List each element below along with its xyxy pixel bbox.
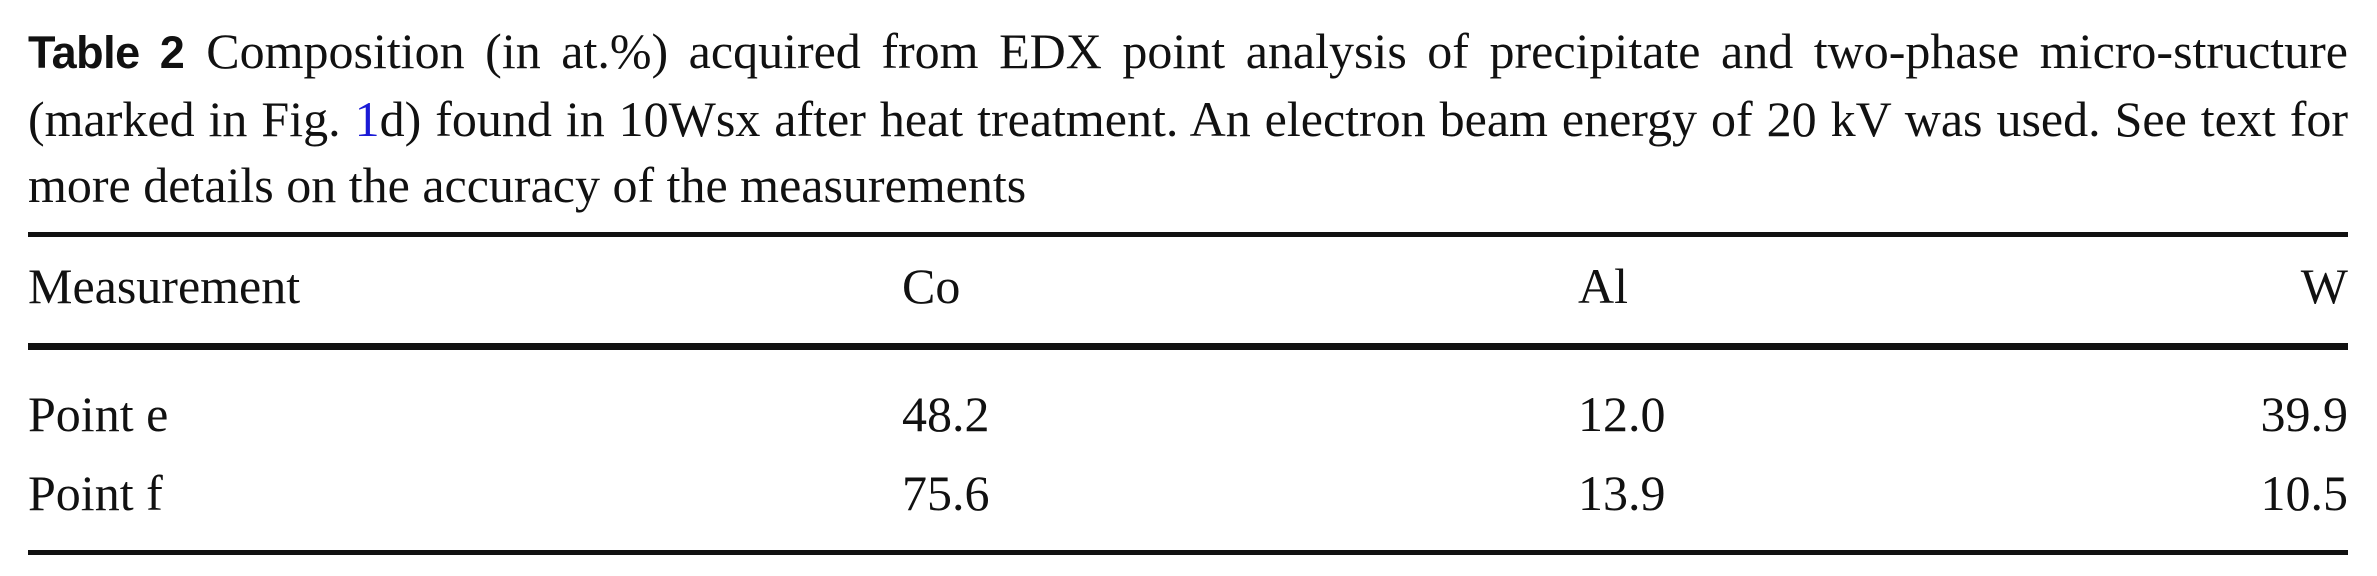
table-caption: Table 2 Composition (in at.%) acquired fr… (28, 18, 2348, 218)
cell-al: 13.9 (1578, 465, 1666, 521)
table-bottom-rule (28, 550, 2348, 555)
cell-al: 12.0 (1578, 386, 1666, 442)
header-w: W (2300, 258, 2348, 314)
header-co: Co (902, 258, 961, 314)
table-label: Table 2 (28, 27, 185, 78)
cell-w: 39.9 (2260, 386, 2349, 442)
table-header-rule (28, 343, 2348, 350)
header-al: Al (1578, 258, 1628, 314)
table-top-rule (28, 232, 2348, 237)
row-label: Point f (28, 465, 163, 521)
figure-reference-link[interactable]: 1 (354, 91, 380, 147)
header-measurement: Measurement (28, 258, 301, 314)
caption-text-part2: d) found in 10Wsx after heat treatment. … (28, 91, 2348, 213)
caption-text-part1: Composition (in at.%) acquired from EDX … (28, 23, 2348, 147)
cell-co: 48.2 (902, 386, 990, 442)
cell-co: 75.6 (902, 465, 990, 521)
cell-w: 10.5 (2260, 465, 2349, 521)
row-label: Point e (28, 386, 169, 442)
